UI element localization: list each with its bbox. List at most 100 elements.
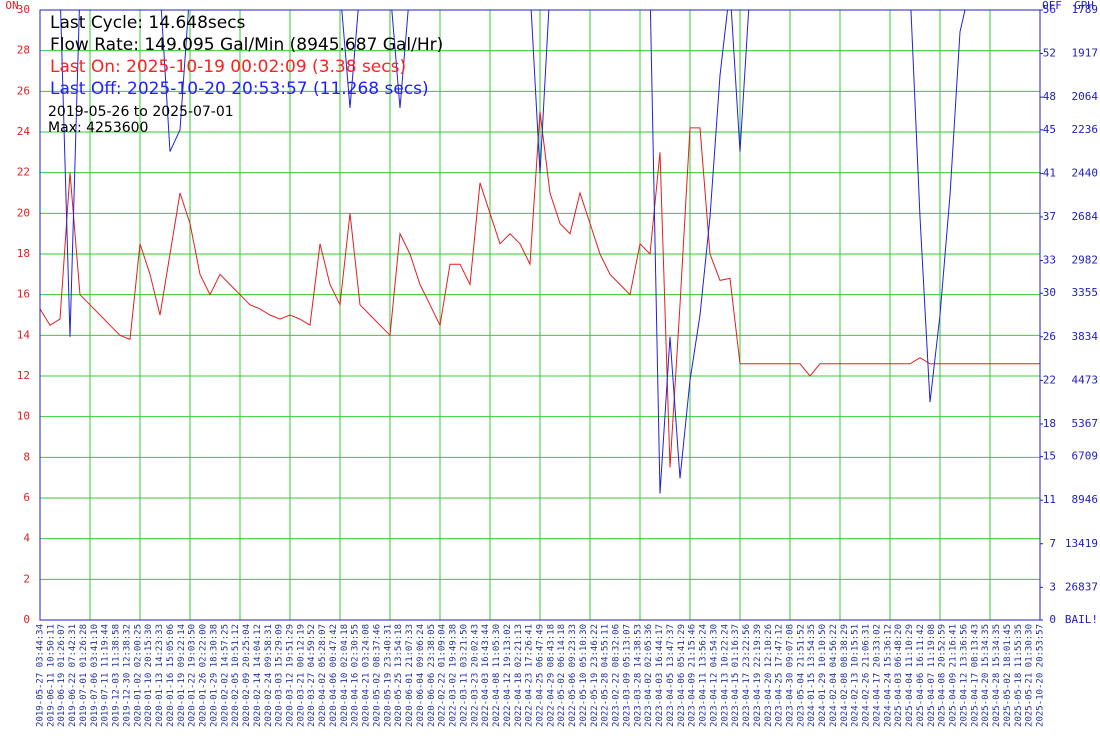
y-tick-label: 28: [17, 44, 30, 57]
x-tick-label: 2020-05-19 23:40:31: [383, 624, 393, 727]
right-axis-title: OFF: [1042, 0, 1062, 12]
y-tick-label: 10: [17, 410, 30, 423]
y2-tick-label: 7: [1049, 537, 1056, 550]
x-tick-label: 2020-02-05 10:51:12: [231, 624, 241, 727]
x-tick-label: 2020-01-22 19:03:50: [188, 624, 198, 727]
x-tick-label: 2022-03-11 03:21:50: [459, 624, 469, 727]
x-tick-label: 2023-04-03 16:44:17: [655, 624, 665, 727]
y2-tick-label: 52: [1043, 47, 1056, 60]
x-tick-label: 2024-01-29 10:10:50: [818, 624, 828, 727]
x-tick-label: 2025-04-03 06:48:20: [894, 624, 904, 727]
y2-tick-label: 30: [1043, 286, 1056, 299]
x-tick-label: 2023-04-15 01:16:37: [731, 624, 741, 727]
y-tick-label: 2: [23, 572, 30, 585]
x-tick-label: 2020-04-21 03:24:08: [362, 624, 372, 727]
x-tick-label: 2019-06-19 01:26:07: [57, 624, 67, 727]
x-tick-label: 2025-04-17 08:13:43: [970, 624, 980, 727]
left-axis-title: ON: [5, 0, 18, 12]
x-tick-label: 2025-04-04 11:10:29: [905, 624, 915, 727]
x-tick-label: 2020-01-16 15:05:06: [166, 624, 176, 727]
y2-tick-label: 26: [1043, 330, 1056, 343]
y-tick-label: 12: [17, 369, 30, 382]
gph-label: 5367: [1072, 417, 1099, 430]
x-tick-label: 2023-03-28 14:38:53: [633, 624, 643, 727]
x-tick-label: 2020-02-24 09:58:31: [264, 624, 274, 727]
x-tick-label: 2023-04-19 22:19:39: [753, 624, 763, 727]
y2-tick-label: 15: [1043, 450, 1056, 463]
y-tick-label: 14: [17, 328, 31, 341]
gph-label: 2982: [1072, 254, 1099, 267]
x-tick-label: 2022-05-28 04:55:11: [601, 624, 611, 727]
gph-label: 13419: [1065, 537, 1098, 550]
x-tick-label: 2020-04-02 05:28:07: [318, 624, 328, 727]
gph-label: BAIL!: [1065, 613, 1098, 626]
y-tick-label: 26: [17, 84, 30, 97]
header-line: Last Cycle: 14.648secs: [50, 13, 246, 33]
x-tick-label: 2022-05-02 06:14:18: [557, 624, 567, 727]
x-tick-label: 2024-04-17 20:33:02: [872, 624, 882, 727]
y-tick-label: 8: [23, 450, 30, 463]
x-tick-label: 2023-04-17 23:22:56: [742, 624, 752, 727]
x-tick-label: 2020-05-25 13:54:18: [394, 624, 404, 727]
x-tick-label: 2023-03-09 05:13:07: [622, 624, 632, 727]
x-tick-label: 2020-03-27 04:59:52: [307, 624, 317, 727]
header-line: Last On: 2025-10-19 00:02:09 (3.38 secs): [50, 57, 406, 77]
x-tick-label: 2022-03-02 19:49:38: [449, 624, 459, 727]
x-tick-label: 2025-05-18 11:55:35: [1014, 624, 1024, 727]
x-tick-label: 2023-04-25 17:47:12: [775, 624, 785, 727]
x-tick-label: 2022-04-03 16:43:44: [481, 624, 491, 727]
x-tick-label: 2020-01-02 02:00:25: [133, 624, 143, 727]
x-tick-label: 2020-06-06 23:38:05: [427, 624, 437, 727]
x-tick-label: 2019-12-03 11:38:58: [112, 624, 122, 727]
y2-tick-label: 11: [1043, 493, 1056, 506]
series-line: [60, 10, 966, 494]
x-tick-label: 2022-04-12 19:13:02: [503, 624, 513, 727]
x-tick-label: 2023-04-13 10:22:24: [720, 624, 730, 727]
x-tick-label: 2025-10-20 20:53:57: [1036, 624, 1046, 727]
x-tick-label: 2020-05-02 08:37:46: [372, 624, 382, 727]
x-tick-label: 2019-06-11 10:50:11: [46, 624, 56, 727]
y-tick-label: 16: [17, 288, 30, 301]
header-line: Last Off: 2025-10-20 20:53:57 (11.268 se…: [50, 79, 429, 99]
x-tick-label: 2020-01-19 09:22:14: [177, 624, 187, 727]
x-tick-label: 2020-01-29 18:30:38: [209, 624, 219, 727]
y2-tick-label: 56: [1043, 3, 1056, 16]
gph-label: 1917: [1072, 47, 1099, 60]
gph-label: 6709: [1072, 450, 1099, 463]
x-tick-label: 2020-03-21 00:12:19: [296, 624, 306, 727]
x-tick-label: 2020-02-14 14:04:12: [253, 624, 263, 727]
x-tick-label: 2025-04-07 11:19:08: [927, 624, 937, 727]
x-tick-label: 2025-05-21 01:30:30: [1025, 624, 1035, 727]
x-tick-label: 2019-07-01 01:26:28: [79, 624, 89, 727]
x-tick-label: 2019-07-11 11:19:44: [101, 624, 111, 727]
x-tick-label: 2025-04-06 16:11:42: [916, 624, 926, 727]
y2-tick-label: 22: [1043, 373, 1056, 386]
x-tick-label: 2020-06-04 09:06:24: [416, 624, 426, 727]
gph-label: 8946: [1072, 493, 1099, 506]
y-tick-label: 0: [23, 613, 30, 626]
x-tick-label: 2020-06-01 21:07:33: [405, 624, 415, 727]
x-tick-label: 2020-04-06 00:47:42: [329, 624, 339, 727]
y-tick-label: 6: [23, 491, 30, 504]
x-tick-label: 2020-04-10 02:04:18: [340, 624, 350, 727]
gph-label: 2684: [1072, 210, 1099, 223]
x-tick-label: 2022-04-18 02:21:13: [514, 624, 524, 727]
y-tick-label: 30: [17, 3, 30, 16]
x-tick-label: 2020-03-12 19:51:29: [286, 624, 296, 727]
y-tick-label: 4: [23, 532, 30, 545]
x-tick-label: 2022-05-06 09:23:33: [568, 624, 578, 727]
x-tick-label: 2020-03-03 15:29:09: [275, 624, 285, 727]
x-tick-label: 2024-04-24 15:36:12: [883, 624, 893, 727]
x-tick-label: 2024-02-04 04:56:22: [829, 624, 839, 727]
x-tick-label: 2023-02-22 08:32:06: [612, 624, 622, 727]
y-tick-label: 18: [17, 247, 30, 260]
x-tick-label: 2019-12-30 12:38:32: [122, 624, 132, 727]
x-tick-label: 2025-05-02 18:01:45: [1003, 624, 1013, 727]
y2-tick-label: 37: [1043, 210, 1056, 223]
x-tick-label: 2024-02-08 08:38:29: [840, 624, 850, 727]
y-tick-label: 24: [17, 125, 31, 138]
x-tick-label: 2019-05-27 03:44:34: [36, 624, 46, 727]
y2-tick-label: 18: [1043, 417, 1056, 430]
